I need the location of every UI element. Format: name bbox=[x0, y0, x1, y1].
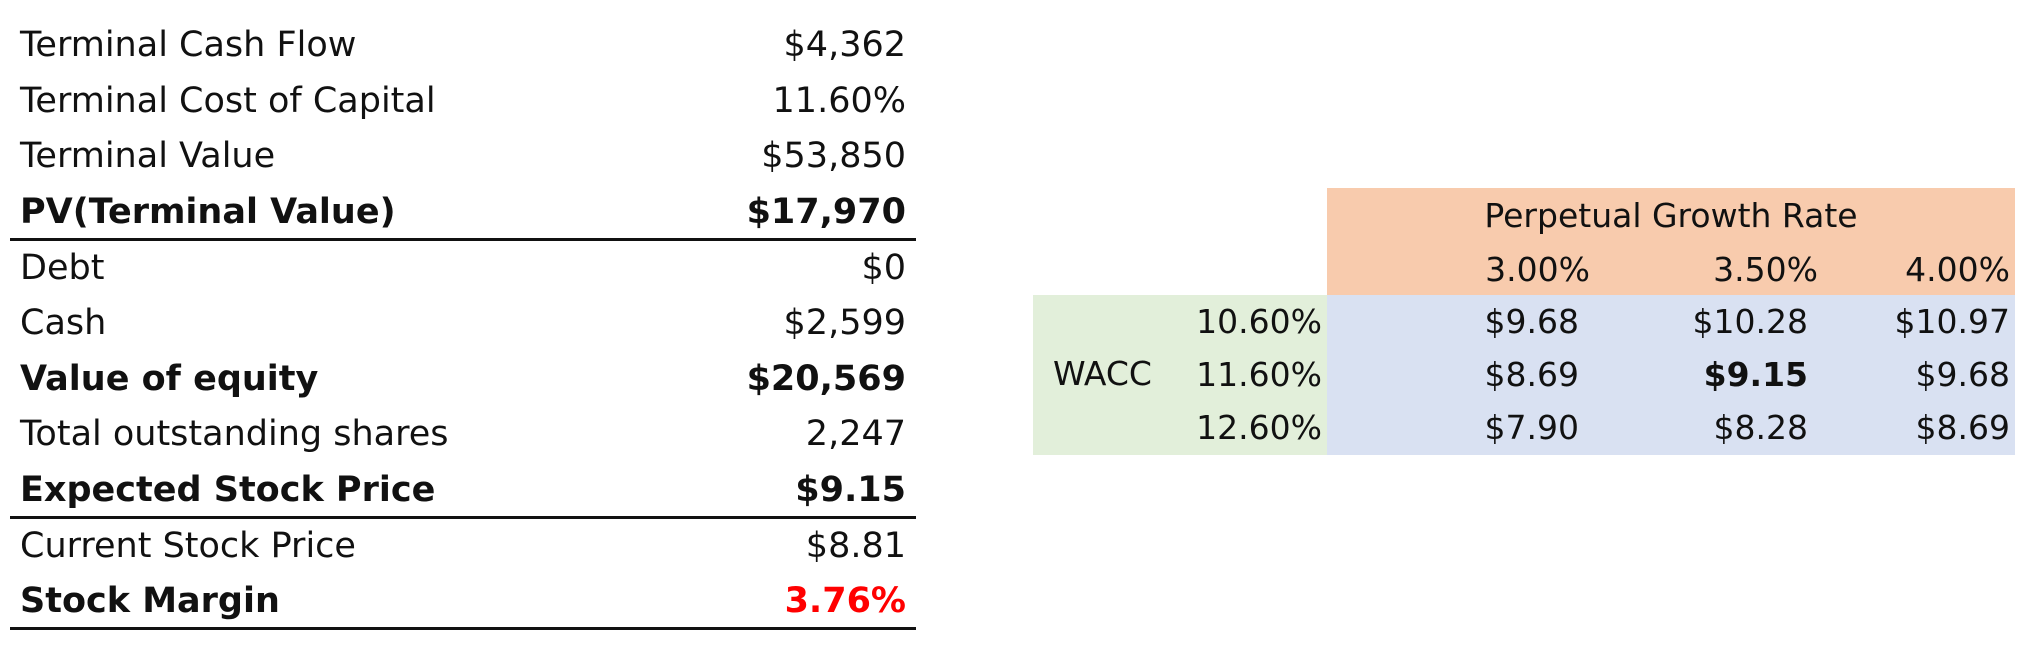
wacc-rate-header: 11.60% bbox=[1196, 355, 1322, 394]
price-cell: $8.28 bbox=[1713, 408, 1808, 447]
row-label: Terminal Value bbox=[20, 136, 276, 176]
wacc-rate-header: 12.60% bbox=[1196, 408, 1322, 447]
row-value: $4,362 bbox=[783, 25, 906, 65]
price-cell: $10.28 bbox=[1692, 302, 1808, 341]
row-value: $17,970 bbox=[746, 191, 906, 232]
sensitivity-table: Perpetual Growth Rate 3.00% 3.50% 4.00% … bbox=[1033, 188, 2015, 455]
table-row-pv-terminal-value: PV(Terminal Value) $17,970 bbox=[10, 185, 916, 241]
row-value: $53,850 bbox=[761, 136, 906, 176]
column-header-perpetual-growth-rate: Perpetual Growth Rate bbox=[1484, 196, 1858, 235]
stock-margin-value: 3.76% bbox=[784, 581, 906, 621]
row-label: Terminal Cost of Capital bbox=[20, 80, 436, 121]
row-value: $9.15 bbox=[795, 469, 906, 510]
wacc-rate-header: 10.60% bbox=[1196, 302, 1322, 341]
row-value: $8.81 bbox=[805, 525, 906, 566]
table-row-terminal-value: Terminal Value $53,850 bbox=[10, 129, 916, 185]
row-value: $0 bbox=[861, 247, 906, 288]
table-row-terminal-cost-of-capital: Terminal Cost of Capital 11.60% bbox=[10, 74, 916, 130]
row-label: Cash bbox=[20, 303, 107, 343]
growth-rate-header: 4.00% bbox=[1905, 250, 2010, 289]
price-cell: $9.68 bbox=[1915, 355, 2010, 394]
growth-rate-header: 3.00% bbox=[1485, 250, 1590, 289]
row-header-wacc: WACC bbox=[1053, 354, 1152, 393]
price-cell: $10.97 bbox=[1894, 302, 2010, 341]
wacc-header-band bbox=[1033, 295, 1327, 455]
row-label: PV(Terminal Value) bbox=[20, 191, 396, 232]
table-row-debt: Debt $0 bbox=[10, 241, 916, 297]
price-cell: $8.69 bbox=[1915, 408, 2010, 447]
table-row-stock-margin: Stock Margin 3.76% bbox=[10, 574, 916, 630]
row-label: Current Stock Price bbox=[20, 525, 356, 566]
table-row-current-stock-price: Current Stock Price $8.81 bbox=[10, 519, 916, 575]
price-cell: $9.68 bbox=[1484, 302, 1579, 341]
price-grid-band bbox=[1327, 295, 2015, 455]
table-row-terminal-cash-flow: Terminal Cash Flow $4,362 bbox=[10, 18, 916, 74]
row-value: 11.60% bbox=[772, 80, 906, 121]
row-label: Stock Margin bbox=[20, 581, 280, 621]
row-label: Terminal Cash Flow bbox=[20, 25, 357, 65]
price-cell: $7.90 bbox=[1484, 408, 1579, 447]
growth-rate-header: 3.50% bbox=[1713, 250, 1818, 289]
row-label: Expected Stock Price bbox=[20, 469, 436, 510]
price-cell-base-case: $9.15 bbox=[1703, 355, 1808, 394]
table-row-value-of-equity: Value of equity $20,569 bbox=[10, 352, 916, 408]
row-label: Debt bbox=[20, 247, 105, 288]
table-row-cash: Cash $2,599 bbox=[10, 296, 916, 352]
row-label: Value of equity bbox=[20, 358, 319, 399]
row-value: $20,569 bbox=[746, 358, 906, 399]
dcf-valuation-table: Terminal Cash Flow $4,362 Terminal Cost … bbox=[10, 18, 916, 630]
table-row-total-outstanding-shares: Total outstanding shares 2,247 bbox=[10, 407, 916, 463]
growth-rate-header-band bbox=[1327, 188, 2015, 295]
row-value: $2,599 bbox=[783, 303, 906, 343]
row-value: 2,247 bbox=[805, 414, 906, 454]
row-label: Total outstanding shares bbox=[20, 414, 449, 454]
table-row-expected-stock-price: Expected Stock Price $9.15 bbox=[10, 463, 916, 519]
price-cell: $8.69 bbox=[1484, 355, 1579, 394]
